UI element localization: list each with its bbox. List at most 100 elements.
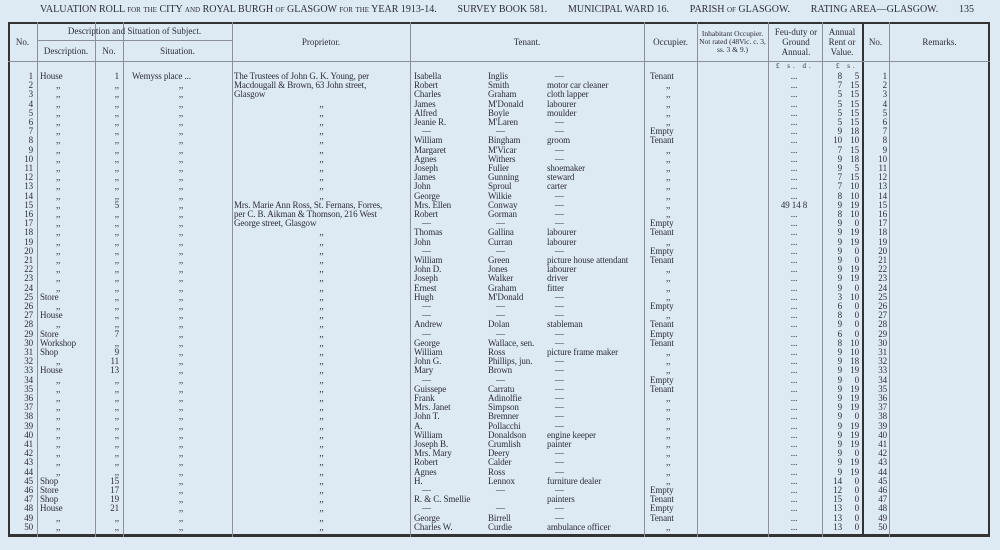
rent-pounds: 6 <box>837 328 843 339</box>
tenant-occupation: moulder <box>547 107 577 118</box>
row-number: 26 <box>24 301 33 311</box>
table-row: 47 Shop 19,,,, R. & C. Smellie painters Tenan… <box>0 494 1000 505</box>
tenant-surname: Gallina <box>488 227 514 238</box>
tenant-first-name: — <box>422 374 431 385</box>
table-row: 38,,,,,,,, John T. Bremner —,,... 9 0 38 <box>0 412 1000 421</box>
occupier: Empty <box>650 374 674 385</box>
row-number: 15 <box>24 199 33 210</box>
rent-pounds: 8 <box>837 209 843 219</box>
tenant-occupation: driver <box>547 273 568 284</box>
rent-pounds: 9 <box>837 374 843 385</box>
tenant-occupation: — <box>555 144 564 155</box>
rent-pounds: 5 <box>837 89 843 100</box>
row-number-2: 8 <box>882 135 888 146</box>
tenant-surname: Bremner <box>488 411 519 422</box>
tenant-occupation: — <box>555 337 564 348</box>
street-number: ,, <box>114 420 119 431</box>
table-row: 27 House,,,,,, — — —,,... 8 0 27 <box>0 310 1000 321</box>
tenant-surname: — <box>496 126 505 137</box>
row-number: 20 <box>24 245 33 256</box>
col-header-situation: Situation. <box>160 45 195 56</box>
tenant-first-name: Thomas <box>414 227 443 238</box>
tenant-first-name: Guissepe <box>414 383 447 394</box>
tenant-first-name: — <box>422 310 431 321</box>
rent-shillings: 10 <box>850 337 859 348</box>
rent-shillings: 0 <box>854 282 860 293</box>
street-number: ,, <box>114 255 119 265</box>
rent-pounds: 13 <box>833 503 842 514</box>
proprietor: per C. B. Aikman & Thomson, 216 West <box>234 209 377 219</box>
occupier: ,, <box>666 282 671 293</box>
situation: ,, <box>178 236 184 247</box>
rent-shillings: 18 <box>850 356 859 367</box>
tenant-first-name: Robert <box>414 209 438 219</box>
tenant-first-name: Robert <box>414 457 438 468</box>
tenant-first-name: — <box>422 328 431 339</box>
feu-duty: ... <box>790 439 798 449</box>
proprietor: ,, <box>319 420 324 431</box>
proprietor: ,, <box>319 126 324 137</box>
tenant-occupation: — <box>555 356 564 367</box>
tenant-surname: Carratu <box>488 383 515 394</box>
tenant-surname: Curdie <box>488 521 512 532</box>
proprietor: ,, <box>319 347 324 357</box>
tenant-first-name: George <box>414 190 440 201</box>
tenant-surname: — <box>496 218 505 229</box>
rent-shillings: 0 <box>854 503 860 514</box>
table-row: 3,,,,,, Glasgow Charles Graham cloth lapper,… <box>0 90 1000 99</box>
occupier: ,, <box>666 420 671 431</box>
column-rule <box>95 22 96 537</box>
tenant-first-name: John <box>414 181 431 192</box>
situation: ,, <box>178 291 184 302</box>
col-header-description: Description. <box>43 45 89 56</box>
tenant-occupation: furniture dealer <box>547 475 602 486</box>
occupier: ,, <box>666 89 671 100</box>
tenant-occupation: — <box>555 245 564 256</box>
rent-pounds: 7 <box>837 172 843 183</box>
table-row: 42,,,,,,,, Mrs. Mary Deery —,,... 9 0 42 <box>0 448 1000 459</box>
rent-pounds: 9 <box>837 411 843 422</box>
rent-shillings: 19 <box>850 383 859 394</box>
situation: ,, <box>178 466 184 477</box>
tenant-occupation: — <box>555 328 564 339</box>
table-row: 41,,,,,,,, Joseph B. Crumlish painter,,... 9… <box>0 439 1000 449</box>
tenant-first-name: Joseph <box>414 273 438 284</box>
street-number: ,, <box>114 301 119 311</box>
rent-shillings: 0 <box>854 494 860 505</box>
tenant-first-name: William <box>414 429 443 440</box>
rent-shillings: 0 <box>854 374 860 385</box>
municipal-ward: MUNICIPAL WARD 16. <box>567 4 669 15</box>
occupier: Tenant <box>650 512 674 523</box>
proprietor: ,, <box>319 466 324 477</box>
proprietor: ,, <box>319 181 324 192</box>
proprietor: ,, <box>319 190 324 201</box>
row-number: 21 <box>24 255 33 265</box>
rent-shillings: 19 <box>850 236 859 247</box>
description: Shop <box>40 475 59 486</box>
tenant-surname: Deery <box>488 448 510 459</box>
feu-duty: ... <box>790 310 798 321</box>
tenant-first-name: R. & C. Smellie <box>414 494 471 505</box>
tenant-occupation: — <box>555 512 564 523</box>
street-number: 1 <box>114 71 120 81</box>
tenant-surname: — <box>496 245 505 256</box>
situation: ,, <box>178 439 184 449</box>
situation: ,, <box>178 356 184 367</box>
row-number: 30 <box>24 337 33 348</box>
proprietor: ,, <box>319 383 324 394</box>
feu-duty: ... <box>790 181 798 192</box>
row-number: 8 <box>28 135 34 146</box>
tenant-occupation: — <box>555 71 564 81</box>
feu-duty: ... <box>790 255 798 265</box>
street-number: 11 <box>110 356 120 367</box>
table-row: 35,,,,,,,, Guissepe Carratu — Tenant... 9 19 35 <box>0 383 1000 394</box>
description: House <box>40 503 63 514</box>
occupier: ,, <box>666 117 671 127</box>
rent-pounds: 8 <box>837 190 843 201</box>
street-number: ,, <box>114 383 119 394</box>
tenant-first-name: Joseph <box>414 163 438 173</box>
column-rule <box>862 22 864 537</box>
proprietor: George street, Glasgow <box>234 218 317 229</box>
proprietor: ,, <box>319 107 324 118</box>
tenant-surname: Calder <box>488 457 512 468</box>
